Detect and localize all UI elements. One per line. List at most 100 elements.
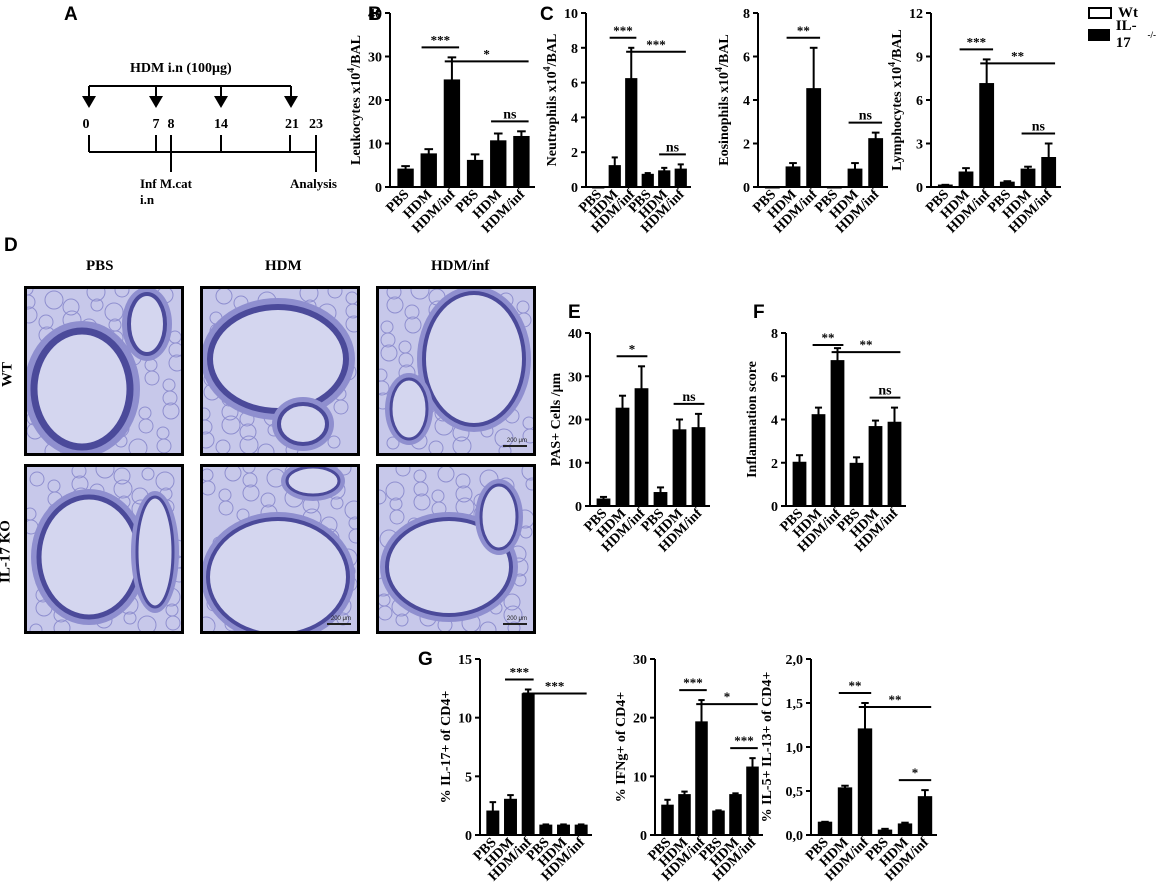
day-label-23: 23: [309, 117, 323, 132]
day-label-7: 7: [153, 117, 160, 132]
bar-filled-3: [641, 173, 654, 189]
significance-label: ***: [431, 32, 451, 47]
y-tick-label: 30: [568, 370, 582, 385]
day-label-0: 0: [83, 117, 90, 132]
y-tick-label: 4: [771, 414, 778, 429]
bar-filled-4: [1020, 168, 1036, 189]
y-tick-label: 30: [368, 51, 382, 66]
y-tick-label: 40: [568, 327, 582, 342]
y-tick-label: 8: [743, 7, 750, 22]
y-tick-label: 20: [568, 414, 582, 429]
y-tick-label: 10: [458, 712, 472, 727]
bar-open-1: [678, 794, 691, 837]
micro-col-label-pbs: PBS: [86, 258, 114, 274]
scale-bar-label: 200 μm: [506, 438, 527, 444]
significance-label: **: [849, 678, 862, 693]
bar-open-1: [785, 166, 801, 189]
bar-filled-3: [653, 492, 668, 507]
bar-open-0: [397, 168, 414, 189]
bar-open-1: [504, 798, 517, 836]
y-tick-label: 2: [771, 457, 778, 472]
infection-label: Inf M.cat: [140, 176, 193, 191]
bar-open-2: [634, 388, 649, 508]
significance-label: ns: [1032, 120, 1046, 135]
y-tick-label: 0: [640, 829, 647, 844]
micro-row-label-wt: WT: [0, 362, 16, 388]
bar-filled-5: [513, 135, 530, 189]
bar-filled-5: [917, 796, 933, 836]
dose-arrowhead-3: [284, 96, 298, 108]
y-tick-label: 0,0: [786, 829, 804, 844]
y-tick-label: 0: [571, 181, 578, 196]
day-label-14: 14: [214, 117, 228, 132]
significance-label: **: [822, 330, 835, 345]
bar-open-1: [958, 171, 974, 188]
y-tick-label: 1,5: [786, 697, 804, 712]
y-tick-label: 6: [916, 94, 923, 109]
bar-open-2: [625, 78, 638, 188]
significance-label: ns: [503, 107, 517, 122]
y-tick-label: 3: [916, 138, 923, 153]
day-label-21: 21: [285, 117, 299, 132]
bar-filled-3: [999, 181, 1015, 188]
bar-filled-3: [466, 159, 484, 188]
timeline-diagram: HDM i.n (100μg) 0 7 8 14 21 23 Inf M.cat…: [82, 61, 337, 207]
bar-open-1: [811, 414, 826, 507]
y-tick-label: 20: [633, 712, 647, 727]
legend-item-wt: Wt: [1088, 2, 1156, 24]
bar-filled-5: [1041, 157, 1057, 188]
y-tick-label: 10: [564, 7, 578, 22]
y-tick-label: 1,0: [786, 741, 804, 756]
legend-label-wt: Wt: [1118, 4, 1138, 21]
y-axis-label: % IL-5+ IL-13+ of CD4+: [760, 672, 775, 823]
significance-label: ns: [682, 390, 696, 405]
significance-label: ***: [510, 665, 530, 680]
bar-open-0: [592, 186, 605, 189]
significance-label: *: [912, 765, 919, 780]
scale-bar-label: 200 μm: [330, 616, 351, 622]
significance-label: ***: [545, 679, 565, 694]
significance-label: ns: [878, 384, 892, 399]
y-tick-label: 10: [368, 138, 382, 153]
micro-col-label-hdm: HDM: [265, 258, 302, 274]
y-tick-label: 0: [916, 181, 923, 196]
scale-bar-label: 200 μm: [506, 616, 527, 622]
bar-filled-4: [557, 824, 570, 837]
bar-open-1: [615, 407, 630, 507]
y-tick-label: 0: [771, 500, 778, 515]
bar-filled-5: [746, 766, 759, 836]
bar-filled-3: [826, 186, 842, 189]
bar-filled-4: [868, 426, 883, 508]
y-axis-label: Leukocytes x104/BAL: [346, 35, 364, 165]
bar-open-0: [792, 461, 807, 507]
micrograph-wt-hdm-inf: 200 μm: [376, 286, 536, 456]
y-tick-label: 12: [909, 7, 923, 22]
y-tick-label: 8: [571, 42, 578, 57]
y-axis-label: % IFNg+ of CD4+: [614, 692, 629, 802]
bar-open-1: [608, 165, 621, 188]
panel-letter-a: A: [64, 4, 78, 25]
analysis-label: Analysis: [290, 176, 337, 191]
bar-filled-4: [490, 140, 507, 188]
chart-g3: 0,00,51,01,52,0% IL-5+ IL-13+ of CD4+PBS…: [760, 653, 937, 884]
bar-filled-3: [712, 810, 725, 836]
micrograph-ko-pbs: [24, 464, 184, 634]
bar-filled-4: [897, 823, 913, 837]
bar-filled-4: [847, 168, 863, 189]
y-axis-label: % IL-17+ of CD4+: [439, 691, 454, 804]
y-axis-label: PAS+ Cells /μm: [549, 372, 564, 466]
significance-label: ***: [683, 675, 703, 690]
bar-filled-5: [868, 138, 884, 188]
micrograph-ko-hdm-inf: 200 μm: [376, 464, 536, 634]
y-tick-label: 9: [916, 51, 923, 66]
micrograph-image: [27, 289, 181, 453]
micrograph-wt-pbs: [24, 286, 184, 456]
y-tick-label: 15: [458, 653, 472, 668]
y-tick-label: 10: [633, 770, 647, 785]
y-tick-label: 6: [743, 51, 750, 66]
significance-label: **: [889, 692, 902, 707]
